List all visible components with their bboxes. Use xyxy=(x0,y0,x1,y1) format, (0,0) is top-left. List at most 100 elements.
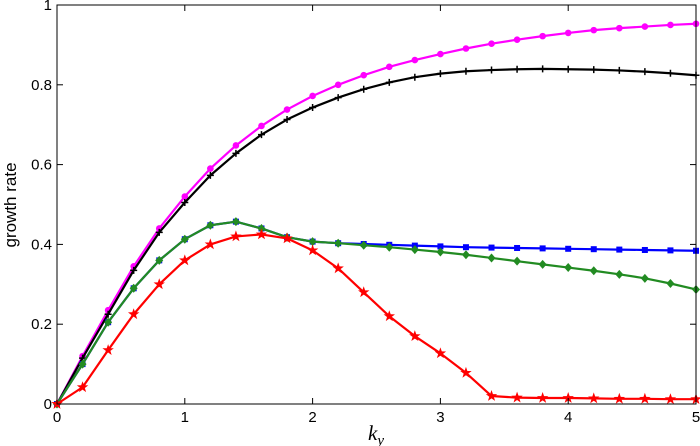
data-point xyxy=(667,21,674,29)
data-point xyxy=(437,243,444,250)
x-tick-label: 5 xyxy=(692,409,700,426)
data-point xyxy=(232,142,240,149)
data-point xyxy=(460,366,472,378)
data-point xyxy=(255,228,268,240)
plot-frame xyxy=(56,4,697,405)
data-point xyxy=(511,391,523,403)
data-point xyxy=(513,256,522,266)
data-point xyxy=(514,244,521,251)
data-point xyxy=(536,392,549,403)
data-point xyxy=(179,254,191,266)
data-point xyxy=(409,330,421,342)
data-point xyxy=(207,165,214,172)
data-point xyxy=(485,390,498,401)
data-point xyxy=(206,220,215,230)
series-3 xyxy=(53,217,700,409)
x-axis-label-sub: y xyxy=(375,433,384,446)
data-point xyxy=(488,40,495,48)
data-point xyxy=(639,392,651,404)
data-point xyxy=(309,104,317,112)
data-point xyxy=(588,392,600,404)
data-point xyxy=(181,199,189,207)
y-tick-label: 1 xyxy=(44,0,52,14)
data-point xyxy=(309,92,316,100)
data-point xyxy=(434,347,447,359)
data-point xyxy=(155,228,163,236)
data-point xyxy=(153,278,165,290)
series-line xyxy=(56,233,696,405)
data-point xyxy=(436,247,445,257)
data-point xyxy=(359,240,368,250)
data-point xyxy=(383,310,395,322)
data-point xyxy=(690,393,700,405)
data-point xyxy=(641,68,649,76)
data-point xyxy=(231,217,240,227)
y-tick-label: 0.8 xyxy=(31,77,52,94)
tick-layer: 0 1 2 3 4 5 0 0.2 0.4 0.6 0.8 1 xyxy=(31,0,700,426)
data-point xyxy=(513,65,521,73)
data-point xyxy=(180,234,189,244)
data-point xyxy=(666,69,674,77)
y-tick-label: 0.6 xyxy=(31,157,52,174)
data-point xyxy=(78,359,87,369)
data-point xyxy=(564,29,572,37)
data-point xyxy=(641,246,648,253)
series-0 xyxy=(53,20,700,408)
x-tick-label: 3 xyxy=(436,409,444,426)
data-point xyxy=(102,344,114,355)
data-point xyxy=(564,263,573,273)
data-point xyxy=(565,245,572,252)
data-point xyxy=(334,94,342,102)
data-point xyxy=(667,247,674,254)
data-point xyxy=(385,63,393,71)
data-point xyxy=(155,255,164,265)
data-point xyxy=(206,171,214,179)
data-point xyxy=(411,73,419,81)
data-point xyxy=(306,244,319,256)
data-point xyxy=(462,244,469,251)
data-point xyxy=(385,242,394,252)
data-point xyxy=(461,250,470,260)
data-point xyxy=(616,246,623,253)
data-point xyxy=(616,24,623,32)
data-point xyxy=(564,65,572,73)
data-point xyxy=(539,245,546,252)
data-point xyxy=(360,71,368,79)
data-point xyxy=(664,393,677,405)
x-tick-label: 0 xyxy=(53,409,61,426)
data-point xyxy=(127,308,140,320)
x-tick-label: 1 xyxy=(181,409,189,426)
plot-area xyxy=(57,5,696,404)
data-point xyxy=(539,32,546,40)
data-point xyxy=(232,149,240,157)
data-point xyxy=(204,238,217,250)
series-line xyxy=(56,220,697,405)
series-line xyxy=(56,67,697,405)
data-point xyxy=(539,65,547,73)
data-point xyxy=(129,283,138,293)
data-point xyxy=(334,81,342,89)
series-layer xyxy=(51,20,700,409)
data-point xyxy=(411,56,419,64)
data-point xyxy=(590,246,597,253)
x-tick-label: 2 xyxy=(308,409,316,426)
series-4 xyxy=(51,228,700,409)
data-point xyxy=(641,23,649,30)
y-tick-label: 0 xyxy=(44,396,52,413)
data-point xyxy=(358,286,370,298)
data-point xyxy=(488,66,496,74)
data-point xyxy=(462,45,470,52)
data-point xyxy=(640,273,649,283)
data-point xyxy=(230,230,242,242)
data-point xyxy=(104,317,113,327)
data-point xyxy=(334,238,343,248)
data-point xyxy=(589,266,598,276)
data-point xyxy=(437,50,444,58)
data-point xyxy=(615,66,623,74)
data-point xyxy=(488,244,495,251)
data-point xyxy=(76,381,89,393)
data-point xyxy=(487,253,496,263)
data-point xyxy=(283,116,291,124)
y-tick-label: 0.4 xyxy=(31,236,52,253)
